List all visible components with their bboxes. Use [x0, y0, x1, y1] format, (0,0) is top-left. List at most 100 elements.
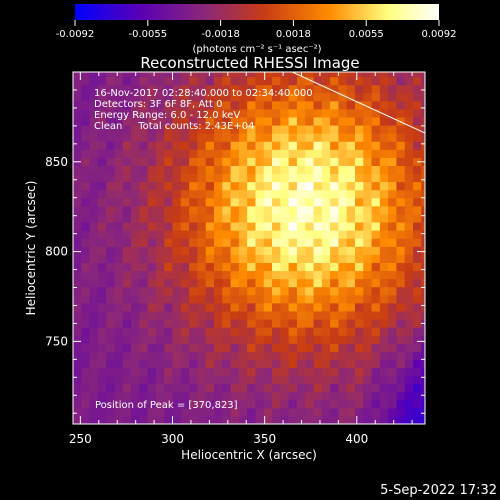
x-tick-label: 350 — [253, 432, 276, 446]
heatmap-cell — [197, 407, 207, 417]
heatmap-cell — [205, 270, 215, 280]
heatmap-cell — [330, 262, 339, 272]
heatmap-cell — [263, 205, 273, 215]
heatmap-cell — [172, 92, 182, 102]
heatmap-cell — [379, 351, 389, 360]
heatmap-cell — [189, 375, 198, 385]
heatmap-cell — [396, 270, 406, 280]
heatmap-cell — [330, 173, 339, 183]
heatmap-cell — [272, 238, 281, 247]
heatmap-cell — [321, 310, 331, 320]
heatmap-cell — [155, 270, 165, 280]
heatmap-cell — [255, 181, 265, 191]
heatmap-cell — [222, 343, 232, 352]
heatmap-cell — [388, 359, 398, 369]
heatmap-cell — [255, 359, 265, 369]
y-tick-label: 850 — [45, 155, 68, 169]
heatmap-cell — [371, 92, 381, 102]
heatmap-cell — [305, 173, 315, 183]
heatmap-cell — [155, 246, 165, 255]
heatmap-cell — [313, 343, 323, 352]
heatmap-cell — [205, 383, 215, 393]
heatmap-cell — [180, 157, 190, 166]
heatmap-cell — [122, 262, 132, 272]
heatmap-cell — [131, 407, 140, 417]
heatmap-cell — [396, 310, 406, 320]
heatmap-cell — [205, 407, 215, 417]
heatmap-cell — [272, 343, 281, 352]
heatmap-cell — [396, 335, 406, 344]
heatmap-cell — [73, 254, 82, 263]
heatmap-cell — [346, 327, 356, 336]
heatmap-cell — [139, 133, 149, 142]
heatmap-cell — [296, 415, 306, 424]
heatmap-cell — [288, 149, 298, 158]
heatmap-cell — [213, 133, 223, 142]
heatmap-cell — [131, 100, 140, 110]
heatmap-cell — [321, 197, 331, 207]
heatmap-cell — [164, 310, 174, 320]
heatmap-cell — [413, 108, 422, 118]
heatmap-cell — [379, 133, 389, 142]
heatmap-cell — [296, 254, 306, 263]
heatmap-cell — [238, 383, 248, 393]
heatmap-cell — [354, 399, 364, 409]
heatmap-cell — [404, 302, 414, 312]
heatmap-cell — [97, 351, 107, 360]
heatmap-cell — [305, 181, 315, 191]
heatmap-cell — [263, 157, 273, 166]
heatmap-cell — [363, 399, 373, 409]
heatmap-cell — [321, 157, 331, 166]
heatmap-cell — [172, 116, 182, 126]
heatmap-cell — [164, 133, 174, 142]
heatmap-cell — [73, 415, 82, 424]
heatmap-cell — [305, 133, 315, 142]
heatmap-cell — [230, 213, 240, 223]
heatmap-cell — [338, 262, 348, 272]
x-tick-label: 250 — [69, 432, 92, 446]
heatmap-cell — [421, 76, 425, 86]
heatmap-cell — [305, 399, 315, 409]
heatmap-cell — [280, 262, 290, 272]
heatmap-cell — [139, 343, 149, 352]
heatmap-cell — [421, 327, 425, 336]
heatmap-cell — [172, 318, 182, 328]
heatmap-cell — [155, 359, 165, 369]
heatmap-cell — [255, 254, 265, 263]
heatmap-cell — [230, 205, 240, 215]
heatmap-cell — [338, 286, 348, 296]
heatmap-cell — [180, 286, 190, 296]
heatmap-cell — [321, 116, 331, 126]
heatmap-cell — [371, 108, 381, 118]
heatmap-cell — [338, 72, 348, 78]
heatmap-cell — [396, 124, 406, 134]
heatmap-cell — [379, 375, 389, 385]
heatmap-cell — [89, 343, 99, 352]
heatmap-cell — [404, 133, 414, 142]
heatmap-cell — [363, 302, 373, 312]
heatmap-cell — [164, 76, 174, 86]
heatmap-cell — [189, 302, 198, 312]
heatmap-cell — [131, 189, 140, 199]
heatmap-cell — [371, 367, 381, 377]
heatmap-cell — [404, 415, 414, 424]
heatmap-cell — [247, 84, 257, 94]
heatmap-cell — [280, 84, 290, 94]
heatmap-cell — [363, 415, 373, 424]
heatmap-cell — [305, 246, 315, 255]
heatmap-cell — [131, 230, 140, 239]
heatmap-cell — [73, 367, 82, 377]
heatmap-cell — [222, 270, 232, 280]
heatmap-cell — [363, 254, 373, 263]
heatmap-cell — [338, 133, 348, 142]
heatmap-cell — [106, 327, 116, 336]
colorbar-tick-label: 0.0055 — [349, 29, 384, 40]
heatmap-cell — [189, 399, 198, 409]
heatmap-cell — [247, 318, 257, 328]
heatmap-cell — [263, 100, 273, 110]
heatmap-cell — [388, 318, 398, 328]
heatmap-cell — [106, 254, 116, 263]
heatmap-cell — [238, 254, 248, 263]
heatmap-cell — [205, 173, 215, 183]
heatmap-cell — [363, 84, 373, 94]
